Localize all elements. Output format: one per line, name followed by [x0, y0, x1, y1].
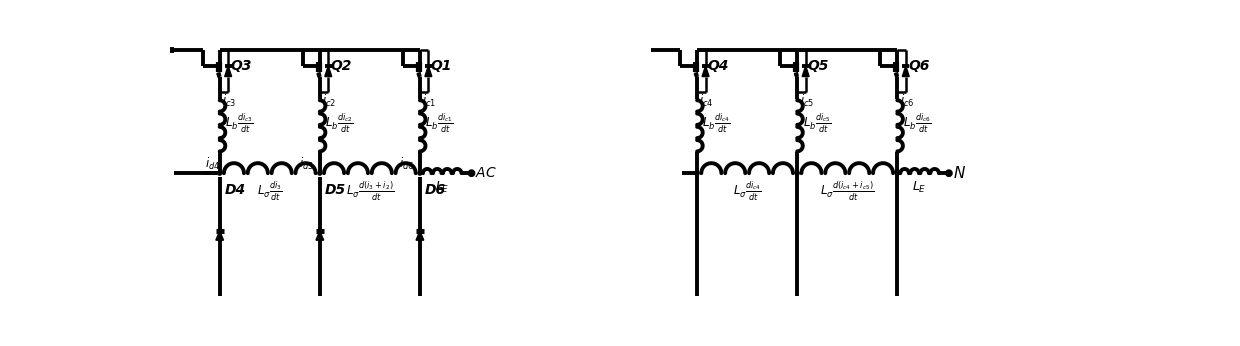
Polygon shape [894, 73, 898, 79]
Text: $i_{c3}$: $i_{c3}$ [222, 93, 237, 109]
Text: $L_\sigma\frac{d(i_{c4}+i_{c5})}{dt}$: $L_\sigma\frac{d(i_{c4}+i_{c5})}{dt}$ [820, 180, 874, 203]
Text: D6: D6 [424, 183, 445, 197]
Polygon shape [217, 73, 219, 79]
Polygon shape [216, 231, 223, 240]
Circle shape [795, 171, 799, 175]
Text: $i_{d6}$: $i_{d6}$ [399, 156, 414, 172]
Text: $i_{c5}$: $i_{c5}$ [800, 93, 813, 109]
Polygon shape [317, 73, 320, 79]
Polygon shape [417, 73, 420, 79]
Text: $L_b\frac{di_{c1}}{dt}$: $L_b\frac{di_{c1}}{dt}$ [425, 112, 454, 135]
Text: Q5: Q5 [808, 59, 830, 73]
Circle shape [895, 171, 899, 175]
Text: D5: D5 [325, 183, 346, 197]
Polygon shape [325, 66, 332, 76]
Text: $L_b\frac{di_{c4}}{dt}$: $L_b\frac{di_{c4}}{dt}$ [703, 112, 732, 135]
Text: $L_E$: $L_E$ [913, 180, 926, 195]
Text: D4: D4 [224, 183, 246, 197]
Text: $AC$: $AC$ [475, 166, 497, 180]
Text: Q2: Q2 [331, 59, 352, 73]
Polygon shape [694, 73, 697, 79]
Text: $i_{d4}$: $i_{d4}$ [205, 156, 221, 172]
Text: $i_{c2}$: $i_{c2}$ [322, 93, 336, 109]
Text: $L_b\frac{di_{c2}}{dt}$: $L_b\frac{di_{c2}}{dt}$ [325, 112, 353, 135]
Circle shape [418, 171, 422, 175]
Text: $L_b\frac{di_{c5}}{dt}$: $L_b\frac{di_{c5}}{dt}$ [802, 112, 831, 135]
Polygon shape [224, 66, 232, 76]
Text: $L_\sigma\frac{di_{c4}}{dt}$: $L_\sigma\frac{di_{c4}}{dt}$ [733, 180, 761, 203]
Polygon shape [802, 66, 810, 76]
Text: Q1: Q1 [430, 59, 453, 73]
Polygon shape [702, 66, 709, 76]
Polygon shape [417, 231, 424, 240]
Text: $L_\sigma\frac{di_3}{dt}$: $L_\sigma\frac{di_3}{dt}$ [257, 180, 283, 203]
Text: $L_\sigma\frac{d(i_3+i_2)}{dt}$: $L_\sigma\frac{d(i_3+i_2)}{dt}$ [346, 180, 394, 203]
Text: $i_{c6}$: $i_{c6}$ [899, 93, 914, 109]
Text: Q6: Q6 [908, 59, 930, 73]
Text: $i_{c1}$: $i_{c1}$ [422, 93, 436, 109]
Text: $L_b\frac{di_{c3}}{dt}$: $L_b\frac{di_{c3}}{dt}$ [226, 112, 254, 135]
Polygon shape [425, 66, 432, 76]
Circle shape [218, 171, 222, 175]
Text: $L_E$: $L_E$ [435, 180, 449, 195]
Polygon shape [903, 66, 909, 76]
Text: Q4: Q4 [708, 59, 729, 73]
Text: $i_{d5}$: $i_{d5}$ [299, 156, 315, 172]
Polygon shape [316, 231, 324, 240]
Text: $i_{c4}$: $i_{c4}$ [699, 93, 714, 109]
Circle shape [317, 171, 321, 175]
Polygon shape [795, 73, 797, 79]
Text: Q3: Q3 [231, 59, 252, 73]
Text: $N$: $N$ [952, 165, 966, 181]
Circle shape [696, 171, 699, 175]
Text: $L_b\frac{di_{c6}}{dt}$: $L_b\frac{di_{c6}}{dt}$ [903, 112, 931, 135]
